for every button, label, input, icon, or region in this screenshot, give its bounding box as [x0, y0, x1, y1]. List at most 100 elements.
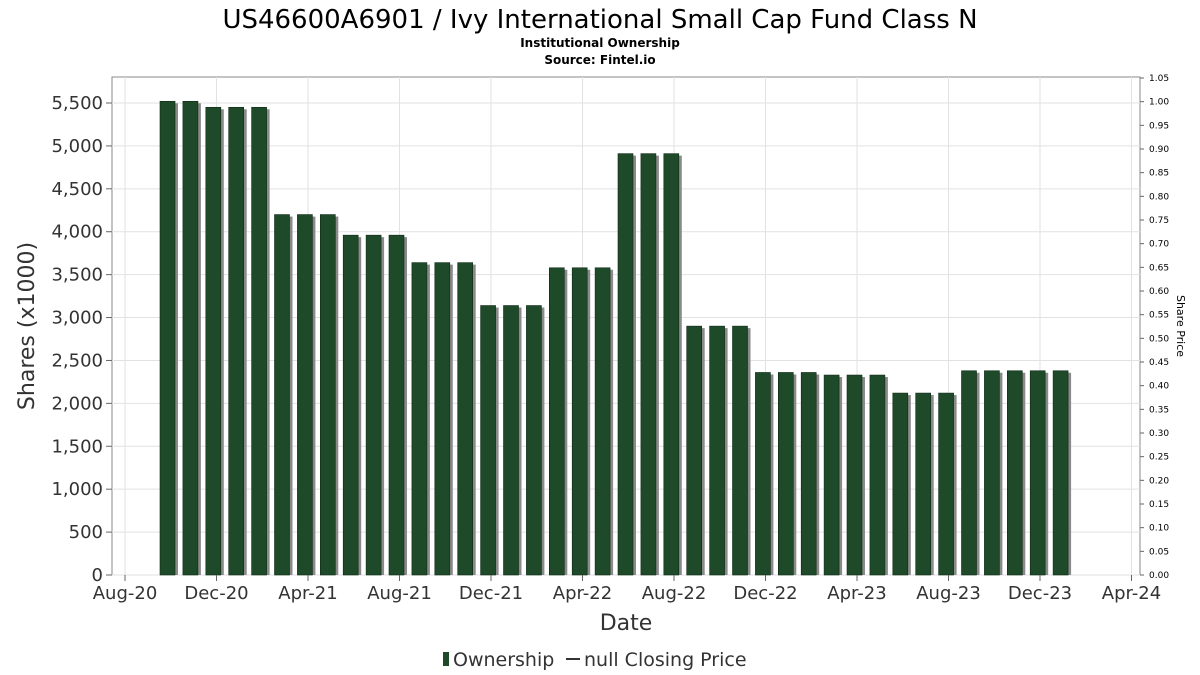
x-tick-label: Aug-20 — [93, 583, 158, 604]
y2-axis: 0.00 0.05 0.10 0.15 0.20 0.25 0.30 0.35 0.40 0.45… — [1140, 74, 1169, 581]
ownership-bar — [892, 392, 909, 576]
y-tick-label: 500 — [69, 522, 103, 543]
y2-tick-label: 0.85 — [1149, 169, 1169, 179]
ownership-bar — [548, 267, 565, 576]
x-tick-label: Aug-22 — [642, 583, 707, 604]
y2-tick-label: 0.90 — [1149, 145, 1169, 155]
legend-ownership-label: Ownership — [453, 649, 554, 671]
ownership-bar — [228, 106, 244, 576]
y2-tick-label: 0.25 — [1149, 453, 1169, 463]
x-axis-label: Date — [600, 611, 653, 636]
ownership-bar — [274, 214, 290, 576]
chart-source: Source: Fintel.io — [544, 53, 655, 67]
y-axis-label: Shares (x1000) — [15, 242, 40, 410]
ownership-bar — [755, 372, 771, 576]
ownership-bar — [182, 100, 199, 576]
x-tick-label: Apr-24 — [1102, 583, 1161, 604]
ownership-bar — [457, 262, 474, 576]
y-tick-label: 5,500 — [51, 93, 103, 114]
y2-tick-label: 0.15 — [1149, 500, 1169, 510]
ownership-bar — [526, 305, 542, 576]
y2-tick-label: 0.75 — [1149, 216, 1169, 226]
ownership-bar — [686, 325, 703, 576]
y2-tick-label: 0.95 — [1149, 121, 1169, 131]
y2-tick-label: 0.65 — [1149, 263, 1169, 273]
x-tick-label: Aug-23 — [916, 583, 981, 604]
x-tick-label: Aug-21 — [367, 583, 432, 604]
x-axis: Aug-20 Dec-20 Apr-21 Aug-21 Dec-21 Apr-22 Aug-… — [93, 575, 1161, 604]
ownership-bar — [823, 374, 840, 576]
y-tick-label: 2,500 — [51, 350, 103, 371]
legend: Ownership null Closing Price — [443, 649, 747, 671]
ownership-bar — [594, 267, 611, 576]
ownership-bar — [480, 305, 496, 576]
ownership-bar — [159, 100, 176, 576]
ownership-bar — [961, 370, 977, 576]
ownership-bar — [846, 374, 863, 576]
ownership-bar — [732, 325, 748, 576]
y2-tick-label: 0.05 — [1149, 547, 1169, 557]
y2-tick-label: 0.40 — [1149, 382, 1169, 392]
ownership-bar — [251, 106, 267, 576]
bar-series — [159, 100, 1072, 576]
x-tick-label: Apr-23 — [827, 583, 886, 604]
y2-tick-label: 0.20 — [1149, 476, 1169, 486]
x-tick-label: Dec-23 — [1008, 583, 1072, 604]
y2-tick-label: 0.00 — [1149, 571, 1169, 581]
y-tick-label: 0 — [92, 565, 103, 586]
y-tick-label: 3,000 — [51, 308, 103, 329]
y-axis: 0 500 1,000 1,500 2,000 2,500 3,000 3,500 4,000 4… — [51, 93, 112, 586]
ownership-bar — [205, 106, 222, 576]
x-tick-label: Dec-21 — [459, 583, 523, 604]
y2-axis-label: Share Price — [1174, 295, 1187, 357]
legend-ownership-swatch — [443, 652, 449, 666]
y-tick-label: 4,000 — [51, 222, 103, 243]
ownership-bar — [984, 370, 1000, 576]
y-tick-label: 5,000 — [51, 136, 103, 157]
y-tick-label: 1,000 — [51, 479, 103, 500]
y2-tick-label: 0.55 — [1149, 311, 1169, 321]
ownership-bar — [434, 262, 451, 576]
ownership-bar — [617, 153, 634, 576]
y-tick-label: 4,500 — [51, 179, 103, 200]
legend-price-label: null Closing Price — [584, 649, 747, 671]
ownership-bar — [1006, 370, 1023, 576]
y2-tick-label: 0.80 — [1149, 192, 1169, 202]
y2-tick-label: 0.10 — [1149, 524, 1169, 534]
ownership-bar — [1052, 370, 1069, 576]
ownership-bar — [640, 153, 657, 576]
ownership-bar — [411, 262, 428, 576]
ownership-bar — [915, 392, 932, 576]
y-tick-label: 1,500 — [51, 436, 103, 457]
y2-tick-label: 1.00 — [1149, 98, 1169, 108]
chart-title: US46600A6901 / Ivy International Small C… — [222, 5, 977, 35]
ownership-bar — [663, 153, 680, 576]
x-tick-label: Dec-22 — [733, 583, 797, 604]
ownership-bar — [319, 214, 336, 576]
chart-subtitle: Institutional Ownership — [520, 36, 680, 50]
y2-tick-label: 0.60 — [1149, 287, 1169, 297]
y2-tick-label: 1.05 — [1149, 74, 1169, 84]
x-tick-label: Apr-22 — [553, 583, 612, 604]
ownership-bar — [297, 214, 313, 576]
y-tick-label: 3,500 — [51, 265, 103, 286]
ownership-bar — [800, 372, 817, 576]
ownership-bar — [388, 234, 405, 576]
ownership-bar — [869, 374, 886, 576]
ownership-bar — [571, 267, 588, 576]
y2-tick-label: 0.70 — [1149, 240, 1169, 250]
ownership-bar — [777, 372, 794, 576]
ownership-bar — [365, 234, 382, 576]
ownership-bar — [1029, 370, 1046, 576]
ownership-bar — [342, 234, 359, 576]
ownership-bar — [709, 325, 725, 576]
y2-tick-label: 0.45 — [1149, 358, 1169, 368]
ownership-bar — [938, 392, 954, 576]
x-tick-label: Dec-20 — [184, 583, 248, 604]
y-tick-label: 2,000 — [51, 393, 103, 414]
y2-tick-label: 0.30 — [1149, 429, 1169, 439]
ownership-bar — [503, 305, 519, 576]
x-tick-label: Apr-21 — [278, 583, 337, 604]
y2-tick-label: 0.35 — [1149, 405, 1169, 415]
